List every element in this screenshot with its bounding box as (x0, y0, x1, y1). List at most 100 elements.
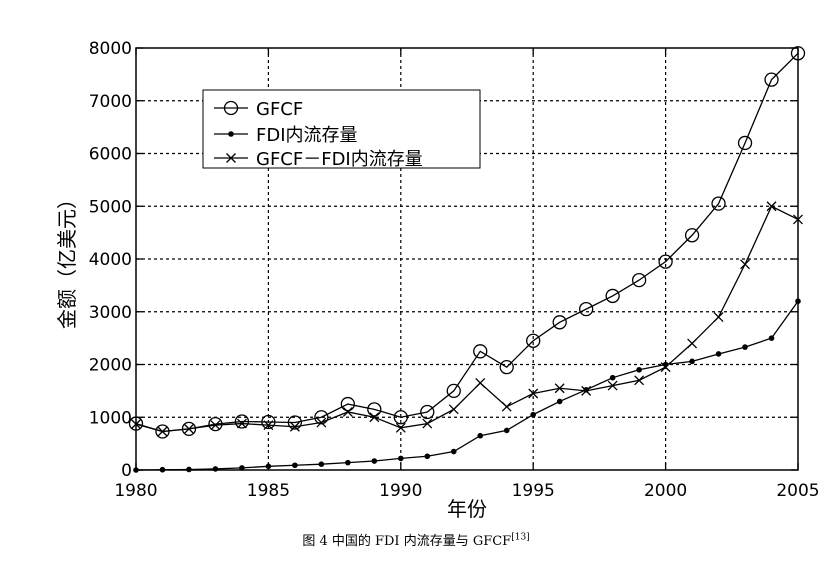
series-group (128, 46, 806, 473)
data-point (605, 288, 620, 304)
data-point (345, 459, 351, 466)
data-point (660, 362, 671, 373)
data-point (711, 196, 726, 211)
data-point (234, 414, 250, 429)
series-line (135, 300, 799, 471)
series-0 (128, 46, 806, 439)
data-point (475, 378, 486, 388)
y-tick-label: 7000 (89, 92, 132, 112)
data-point (371, 458, 378, 464)
data-point (342, 407, 353, 417)
data-point (607, 380, 618, 391)
data-point (658, 254, 673, 269)
data-point (737, 135, 753, 151)
data-point (740, 259, 750, 270)
data-point (473, 344, 488, 359)
data-point (684, 228, 700, 243)
legend-label: GFCF－FDI内流存量 (256, 149, 423, 170)
data-point (581, 385, 592, 396)
x-tick-label: 1980 (114, 481, 157, 501)
data-point (261, 414, 276, 430)
x-tick-label: 1995 (512, 481, 555, 501)
data-point (446, 383, 461, 399)
data-point (768, 335, 775, 341)
data-point (289, 421, 300, 432)
data-point (159, 466, 166, 473)
data-point (236, 418, 247, 429)
data-point (499, 359, 514, 375)
data-point (287, 415, 303, 430)
data-point (184, 423, 194, 434)
legend-marker (223, 100, 239, 116)
data-point (636, 366, 642, 373)
data-point (292, 462, 298, 469)
data-point (265, 463, 272, 470)
data-point (793, 214, 803, 225)
caption-text: 图 4 中国的 FDI 内流存量与 GFCF (302, 534, 512, 549)
data-point (609, 374, 616, 381)
data-point (318, 461, 325, 467)
x-tick-label: 2005 (776, 481, 819, 501)
legend-label: GFCF (256, 99, 303, 120)
y-axis-label: 金额（亿美元） (55, 189, 79, 329)
data-point (715, 351, 722, 357)
data-point (713, 312, 724, 322)
data-point (795, 298, 801, 305)
data-point (503, 427, 510, 434)
y-tick-label: 1000 (89, 408, 132, 428)
series-2 (131, 201, 803, 437)
data-point (128, 416, 144, 431)
figure-caption: 图 4 中国的 FDI 内流存量与 GFCF[13] (0, 530, 832, 549)
data-point (450, 448, 457, 455)
data-point (395, 422, 406, 433)
legend-marker (226, 153, 236, 163)
x-axis-label: 年份 (447, 497, 487, 521)
data-point (422, 418, 433, 429)
data-point (689, 358, 695, 365)
data-point (766, 201, 777, 212)
y-tick-label: 4000 (89, 250, 132, 270)
axis-ticks: 1980 1985 1990 1995 2000 2005 0 1000 2000 3000 400… (89, 39, 820, 501)
data-point (393, 410, 408, 425)
data-point (420, 404, 435, 420)
data-point (367, 402, 382, 417)
data-point (131, 419, 141, 430)
data-point (424, 453, 431, 460)
y-tick-label: 5000 (89, 197, 132, 217)
series-line (135, 205, 799, 433)
x-tick-label: 2000 (644, 481, 687, 501)
data-point (554, 383, 565, 394)
data-point (448, 404, 459, 415)
data-point (369, 412, 380, 423)
data-point (212, 466, 219, 472)
data-point (340, 396, 355, 412)
data-point (263, 420, 274, 431)
data-point (526, 333, 541, 348)
data-point (742, 344, 748, 350)
caption-reference: [13] (511, 532, 530, 543)
data-point (634, 375, 645, 386)
data-point (133, 467, 139, 473)
series-1 (133, 298, 801, 473)
data-point (687, 338, 698, 349)
legend-marker (228, 131, 234, 137)
data-point (239, 465, 245, 471)
legend-label: FDI内流存量 (256, 125, 358, 146)
data-point (316, 417, 327, 428)
y-tick-label: 2000 (89, 356, 132, 376)
y-tick-label: 6000 (89, 145, 132, 165)
data-point (530, 411, 536, 418)
data-point (552, 315, 567, 330)
y-tick-label: 3000 (89, 303, 132, 323)
data-point (631, 272, 647, 288)
data-point (210, 420, 221, 431)
data-point (208, 416, 223, 432)
data-point (477, 432, 484, 439)
x-tick-label: 1985 (247, 481, 290, 501)
data-point (579, 301, 594, 317)
legend-box (202, 89, 481, 169)
legend: GFCF FDI内流存量 GFCF－FDI内流存量 (202, 89, 481, 170)
data-point (501, 401, 512, 412)
data-point (556, 398, 563, 405)
